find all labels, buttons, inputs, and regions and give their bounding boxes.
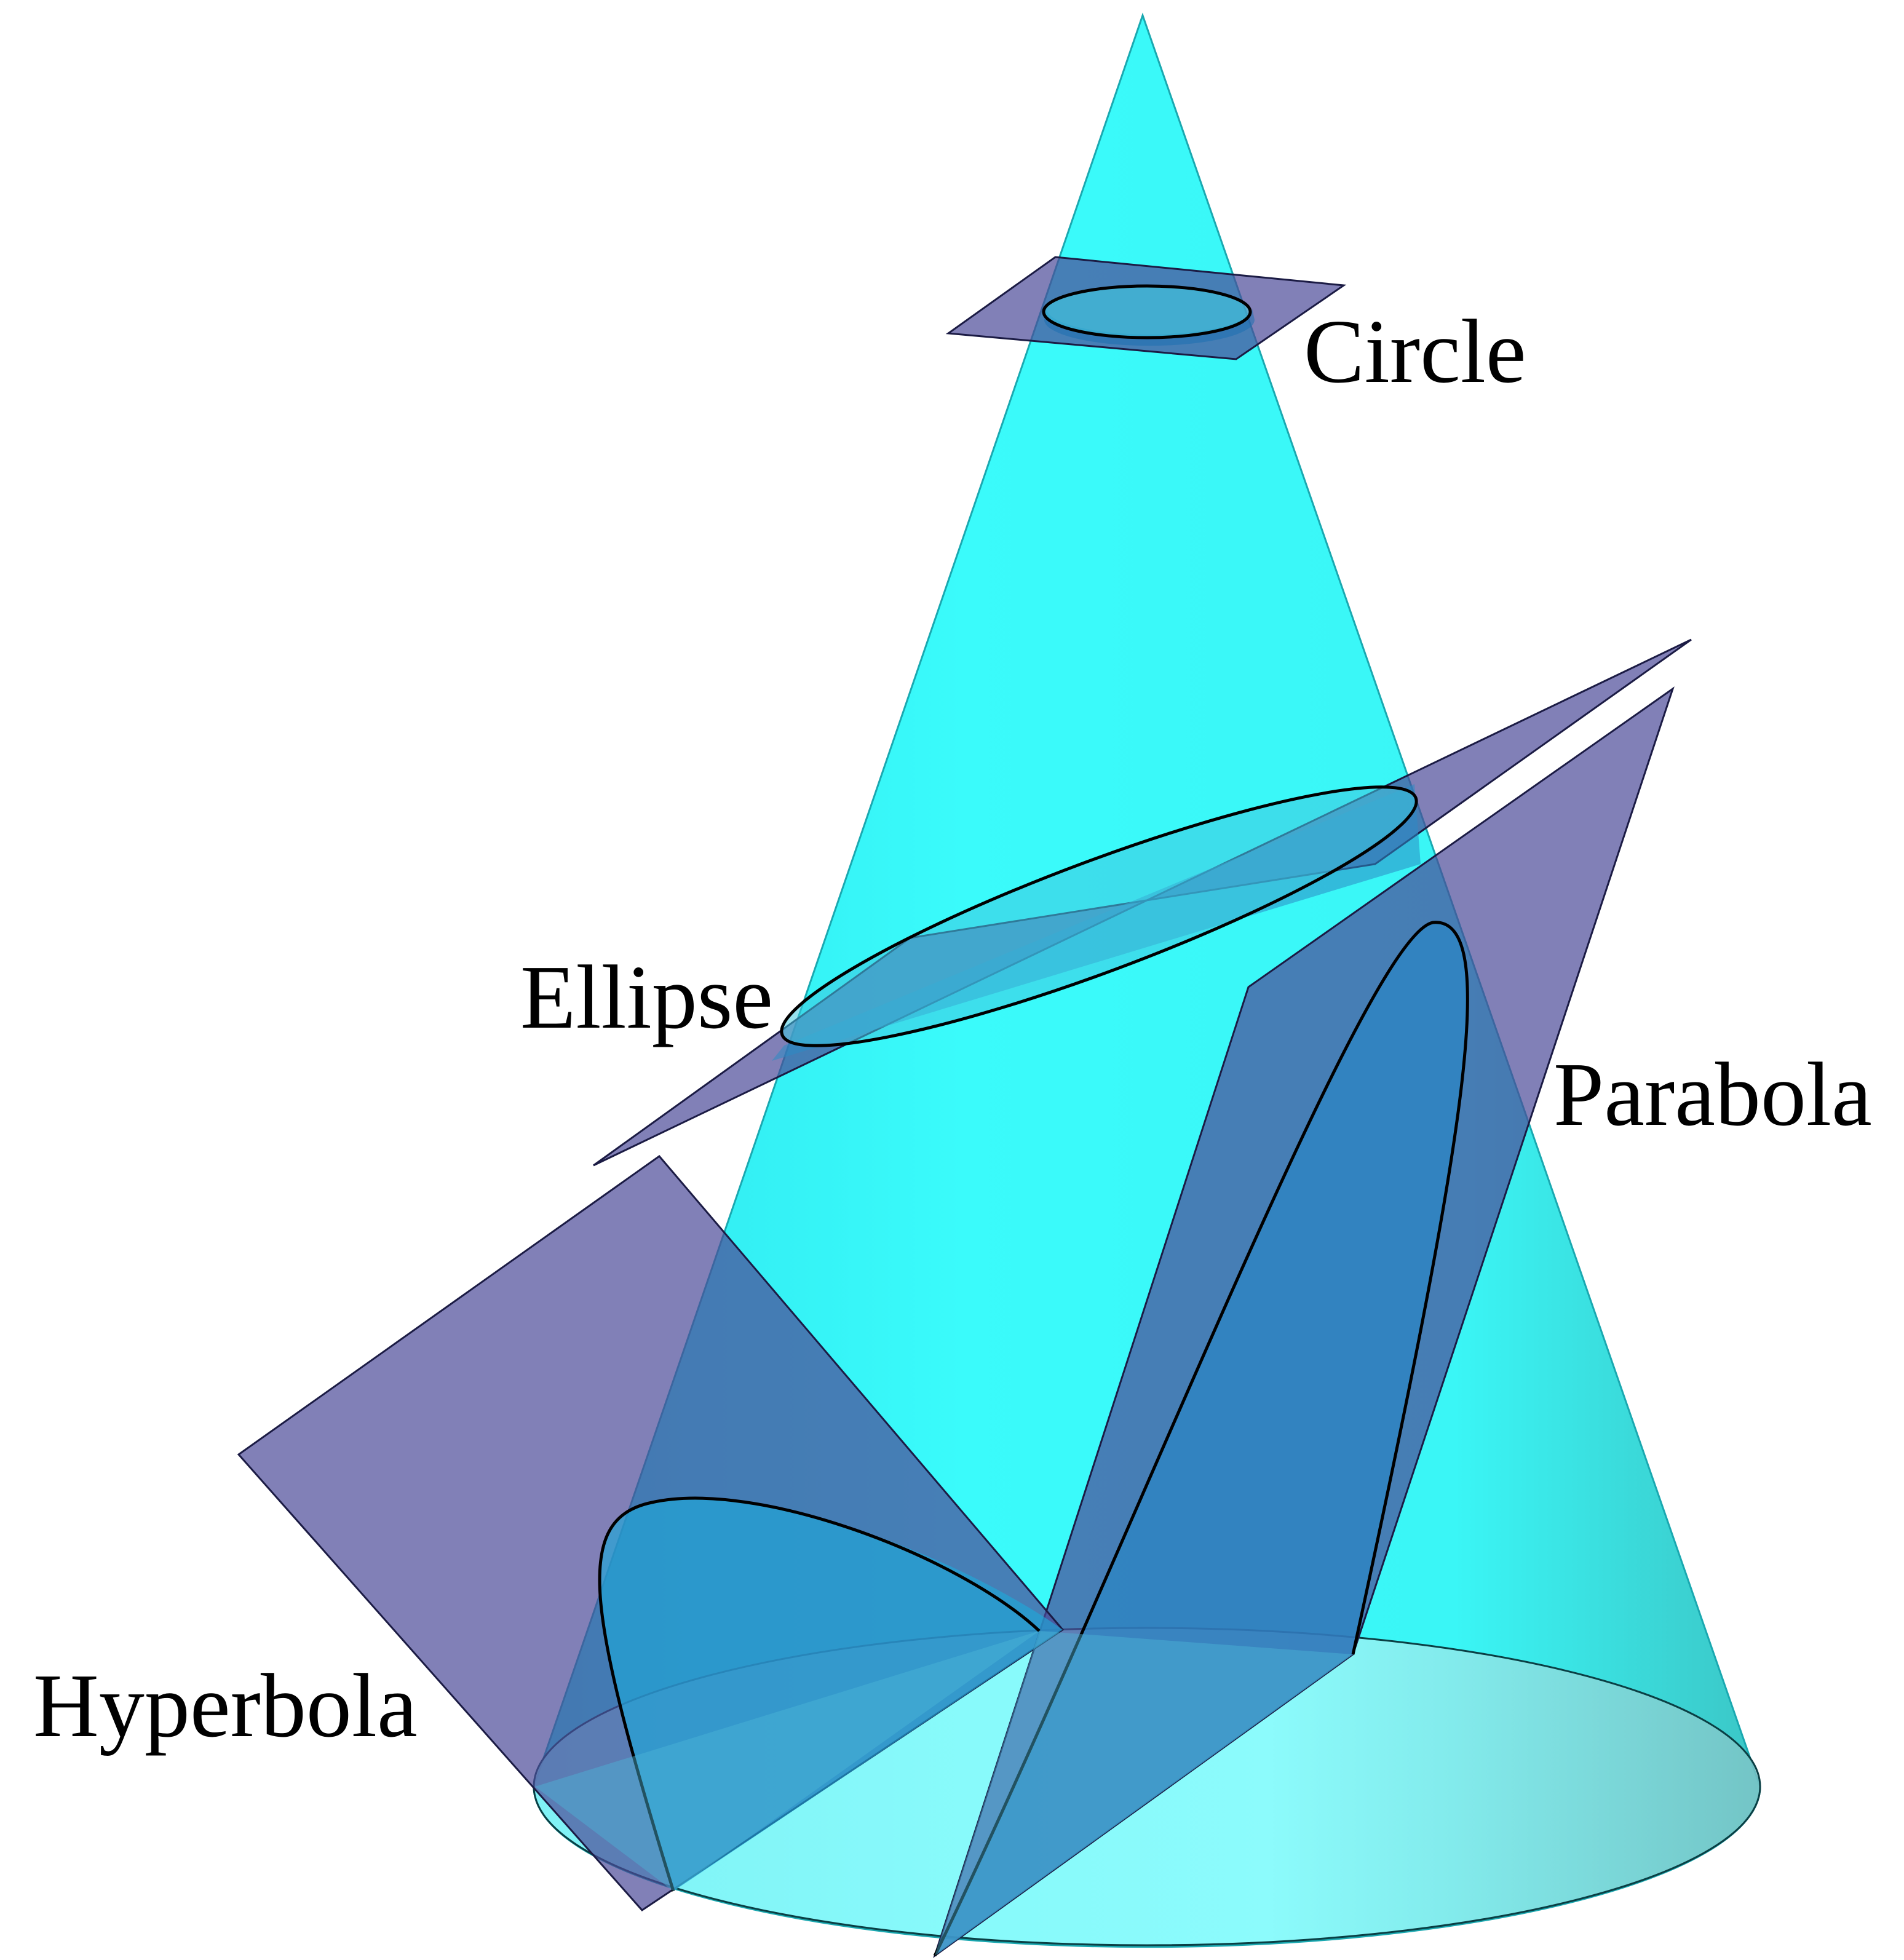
hyperbola-label: Hyperbola: [33, 1656, 418, 1756]
parabola-region: [935, 922, 1468, 1956]
base-wedge-hyperbola: [535, 1631, 1039, 1891]
parabola-curve: [933, 921, 1469, 1957]
circle-plane-inside-cone: [1044, 309, 1255, 346]
hyperbola-region: [600, 1498, 1063, 1891]
circle-label: Circle: [1304, 301, 1526, 402]
base-wedge-parabola: [935, 1631, 1353, 1956]
ellipse-curve: [780, 785, 1418, 1047]
circle-curve: [1042, 284, 1252, 339]
hyperbola-curve: [598, 1496, 1041, 1892]
ellipse-label: Ellipse: [520, 947, 774, 1048]
parabola-label: Parabola: [1553, 1044, 1872, 1145]
